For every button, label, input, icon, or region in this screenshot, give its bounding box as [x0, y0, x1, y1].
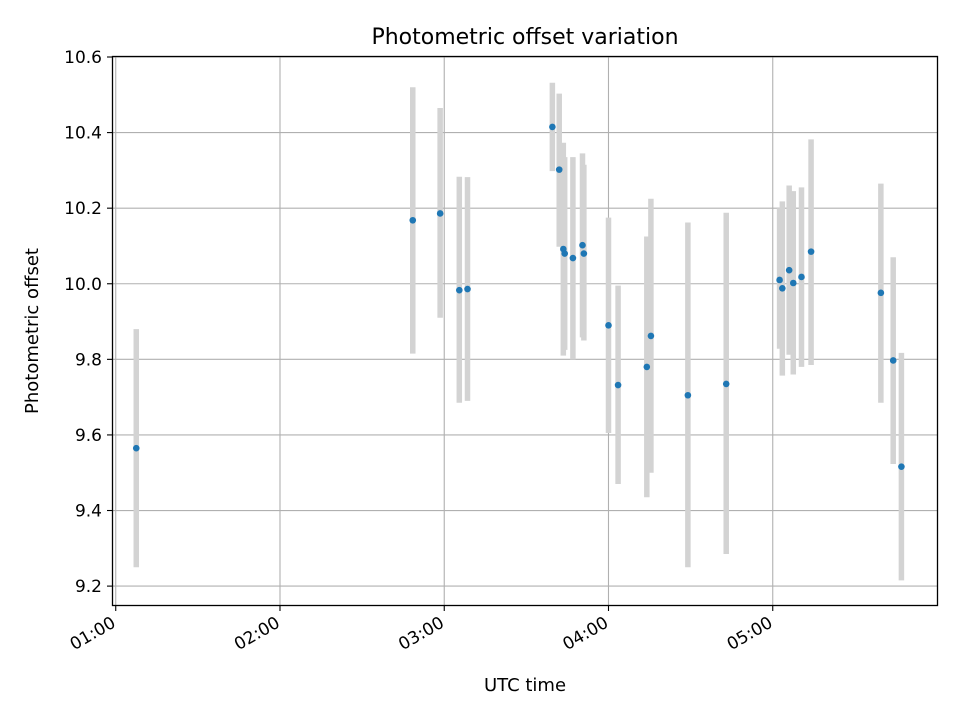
x-tick-label: 02:00 — [231, 613, 283, 655]
y-tick-label: 9.2 — [75, 577, 102, 597]
data-point — [807, 248, 815, 255]
data-point — [614, 381, 622, 389]
data-point — [898, 463, 905, 470]
data-point — [409, 216, 417, 224]
x-axis-label: UTC time — [484, 675, 566, 696]
data-point — [132, 444, 140, 452]
data-point — [647, 332, 655, 340]
data-point — [889, 357, 897, 364]
plot-frame — [111, 55, 939, 607]
y-tick-label: 9.8 — [75, 350, 102, 370]
data-points — [132, 123, 905, 470]
x-tick-label: 04:00 — [560, 613, 612, 655]
x-axis-ticks: 01:00 02:00 03:00 04:00 05:00 — [67, 605, 776, 655]
data-point — [779, 284, 786, 292]
y-tick-label: 10.2 — [64, 199, 102, 219]
y-tick-label: 10.0 — [64, 275, 102, 295]
data-point — [684, 391, 692, 399]
data-point — [549, 123, 556, 131]
data-point — [605, 322, 612, 329]
error-bars — [133, 82, 905, 581]
data-point — [464, 285, 471, 293]
x-tick-label: 03:00 — [395, 613, 447, 655]
data-point — [579, 241, 586, 249]
y-tick-label: 9.4 — [75, 502, 102, 522]
chart-title: Photometric offset variation — [371, 25, 678, 50]
y-tick-label: 10.4 — [64, 124, 102, 144]
data-point — [789, 279, 797, 287]
data-point — [569, 254, 577, 262]
data-point — [436, 210, 444, 217]
y-tick-label: 9.6 — [75, 426, 102, 446]
data-point — [455, 286, 463, 294]
data-point — [580, 250, 588, 257]
data-point — [643, 363, 651, 371]
y-axis-ticks: 9.2 9.4 9.6 9.8 10.0 10.2 10.4 10.6 — [64, 48, 113, 597]
x-tick-label: 05:00 — [724, 613, 776, 655]
y-tick-label: 10.6 — [64, 48, 102, 68]
data-point — [722, 380, 730, 388]
data-point — [877, 289, 885, 297]
data-point — [798, 273, 805, 281]
data-point — [561, 250, 568, 257]
y-axis-label: Photometric offset — [22, 248, 43, 414]
data-point — [555, 166, 563, 173]
data-point — [785, 266, 793, 274]
data-point — [776, 276, 783, 284]
x-tick-label: 01:00 — [67, 613, 119, 655]
